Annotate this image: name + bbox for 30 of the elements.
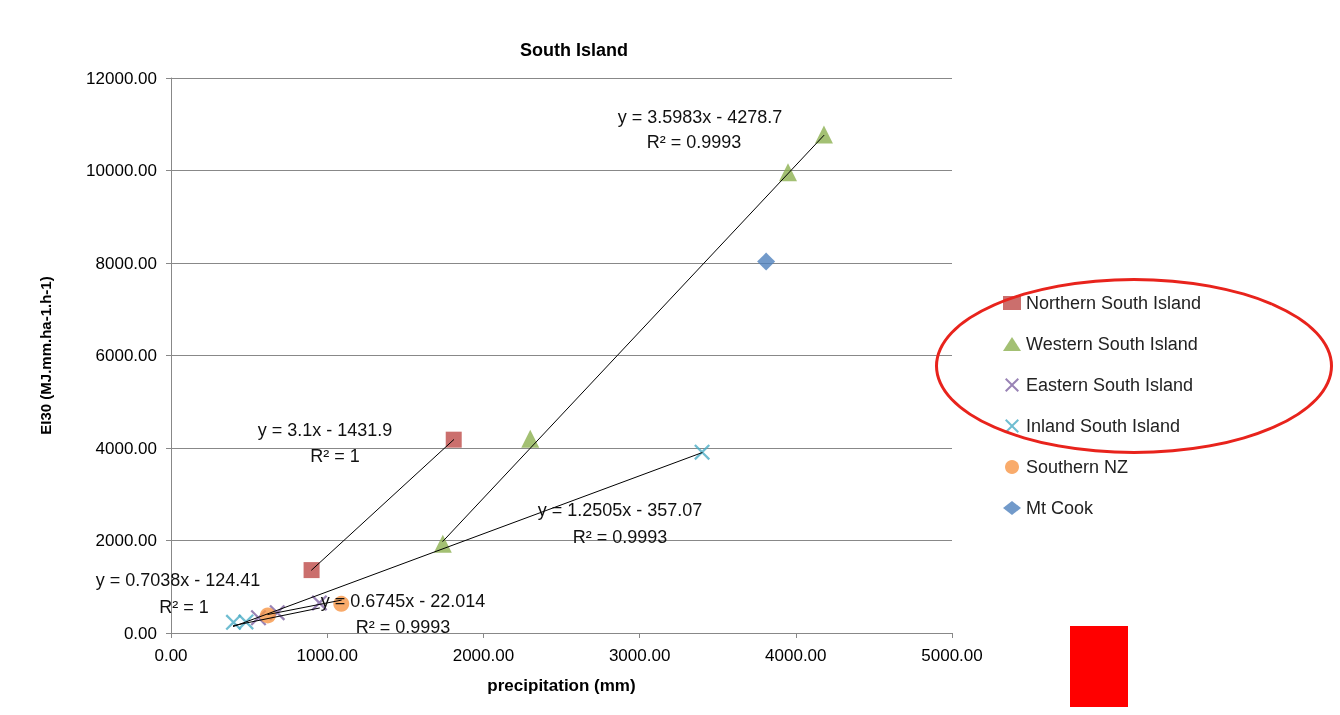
x-tick-label: 4000.00 (765, 646, 827, 665)
y-tick-label: 4000.00 (95, 438, 157, 458)
x-tick-label: 0.00 (154, 646, 188, 665)
x-tick-label: 2000.00 (452, 646, 515, 665)
y-axis-title: EI30 (MJ.mm.ha-1.h-1) (37, 276, 54, 435)
legend-label: Southern NZ (1026, 457, 1129, 477)
annotation: R² = 0.9993 (572, 527, 668, 547)
annotation: y = 3.1x - 1431.9 (257, 420, 393, 440)
y-tick-label: 0.00 (123, 623, 157, 643)
legend-label: Eastern South Island (1026, 375, 1194, 395)
legend-label: Northern South Island (1026, 293, 1202, 313)
legend-label: Mt Cook (1026, 498, 1095, 518)
x-tick-label: 3000.00 (608, 646, 671, 665)
annotation: R² = 1 (159, 597, 209, 617)
annotation: R² = 1 (310, 446, 360, 466)
annotation: R² = 0.9993 (355, 617, 451, 637)
annotation: R² = 0.9993 (646, 132, 742, 152)
x-axis-title: precipitation (mm) (487, 676, 636, 695)
annotation: y = 0.7038x - 124.41 (95, 570, 261, 590)
y-tick-label: 8000.00 (95, 253, 157, 273)
chart-title: South Island (520, 40, 628, 60)
annotation: y = 3.5983x - 4278.7 (617, 107, 783, 127)
y-tick-label: 2000.00 (95, 531, 157, 550)
legend-label: Inland South Island (1026, 416, 1181, 436)
y-tick-label: 6000.00 (95, 346, 157, 365)
y-tick-label: 12000.00 (86, 68, 157, 88)
legend-label: Western South Island (1026, 334, 1198, 354)
x-tick-label: 1000.00 (296, 646, 358, 665)
y-tick-label: 10000.00 (86, 161, 157, 180)
x-tick-label: 5000.00 (921, 646, 983, 665)
